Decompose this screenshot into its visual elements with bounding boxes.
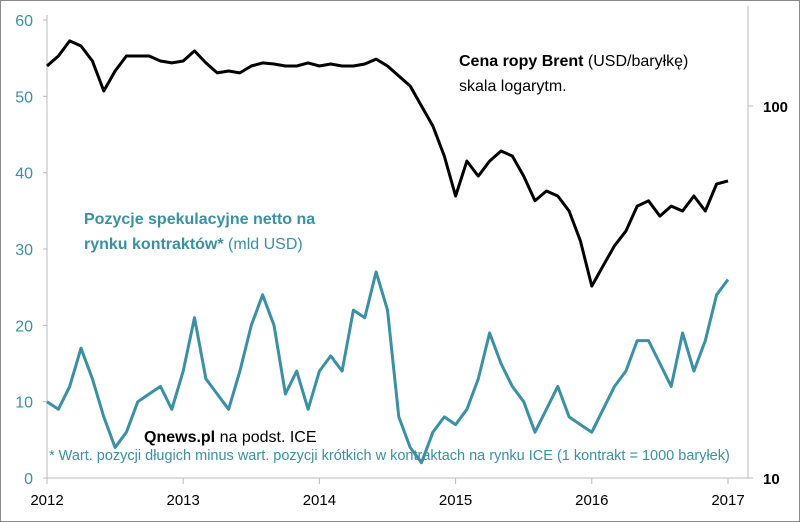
- positions-title-2: rynku kontraktów* (mld USD): [84, 236, 303, 254]
- right-tick-label: 100: [763, 99, 788, 116]
- source-bold: Qnews.pl: [144, 429, 216, 446]
- left-tick-label: 40: [15, 166, 33, 183]
- left-tick-label: 50: [15, 89, 33, 106]
- brent-scale-note: skala logarytm.: [459, 78, 567, 95]
- left-tick-label: 30: [15, 242, 33, 259]
- source-rest: na podst. ICE: [219, 429, 317, 446]
- right-tick-label: 10: [763, 471, 780, 488]
- x-tick-label: 2013: [167, 492, 200, 509]
- source-note: Qnews.pl na podst. ICE: [144, 429, 317, 447]
- positions-unit: (mld USD): [228, 236, 303, 253]
- brent-legend: Cena ropy Brent (USD/baryłkę): [459, 53, 688, 71]
- x-tick-label: 2012: [30, 492, 63, 509]
- x-tick-label: 2015: [439, 492, 472, 509]
- left-tick-label: 10: [15, 395, 33, 412]
- left-tick-label: 60: [15, 13, 33, 30]
- brent-title: Cena ropy Brent: [459, 53, 584, 70]
- positions-title-1: Pozycje spekulacyjne netto na: [84, 211, 316, 228]
- left-tick-label: 0: [24, 471, 33, 488]
- positions-title-2-bold: rynku kontraktów*: [84, 236, 224, 253]
- x-tick-label: 2017: [711, 492, 744, 509]
- positions-series-line: [46, 270, 730, 465]
- brent-series-line: [46, 39, 729, 288]
- x-tick-label: 2014: [303, 492, 336, 509]
- left-tick-label: 20: [15, 318, 33, 335]
- brent-unit: (USD/baryłkę): [587, 53, 689, 70]
- footnote: * Wart. pozycji długich minus wart. pozy…: [49, 448, 730, 464]
- x-tick-label: 2016: [575, 492, 608, 509]
